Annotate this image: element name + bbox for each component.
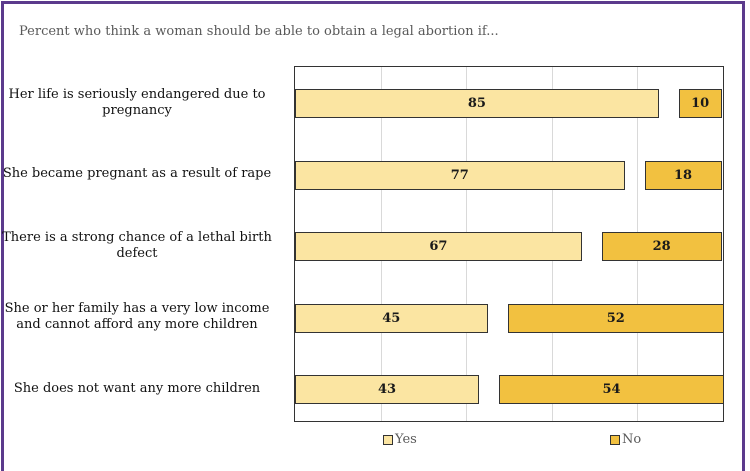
category-label: Her life is seriously endangered due to … — [8, 86, 266, 118]
data-label: 85 — [467, 96, 486, 111]
bar-no-2: 28 — [601, 232, 722, 261]
bar-no-3: 52 — [507, 303, 724, 333]
data-label: 52 — [606, 310, 625, 326]
data-label: 45 — [382, 310, 401, 326]
bar-no-4: 54 — [499, 375, 724, 404]
data-label: 67 — [429, 239, 448, 254]
legend-swatch — [383, 434, 393, 445]
bar-no-0: 10 — [678, 89, 722, 118]
data-label: 28 — [652, 239, 671, 254]
legend-item-yes: Yes — [383, 432, 417, 447]
plot-area: 85 10 77 18 67 28 45 52 43 54 — [294, 66, 724, 422]
data-label: 18 — [674, 167, 693, 183]
category-label: She or her family has a very low income … — [4, 301, 270, 332]
data-label: 43 — [377, 382, 397, 397]
legend-label: No — [622, 432, 642, 447]
category-label: She does not want any more children — [13, 380, 261, 396]
bar-yes-3: 45 — [295, 303, 488, 333]
data-label: 10 — [691, 96, 710, 111]
bar-yes-2: 67 — [295, 232, 582, 261]
legend-item-no: No — [610, 432, 641, 447]
chart-title: Percent who think a woman should be able… — [19, 24, 499, 39]
bar-yes-4: 43 — [295, 375, 480, 404]
bar-yes-0: 85 — [295, 89, 659, 118]
bar-no-1: 18 — [644, 160, 722, 190]
category-label: There is a strong chance of a lethal bir… — [2, 229, 272, 261]
legend-label: Yes — [395, 432, 417, 447]
data-label: 54 — [602, 382, 621, 397]
bar-yes-1: 77 — [295, 160, 625, 190]
data-label: 77 — [450, 167, 469, 183]
legend-swatch — [610, 434, 620, 445]
category-label: She became pregnant as a result of rape — [2, 166, 272, 181]
